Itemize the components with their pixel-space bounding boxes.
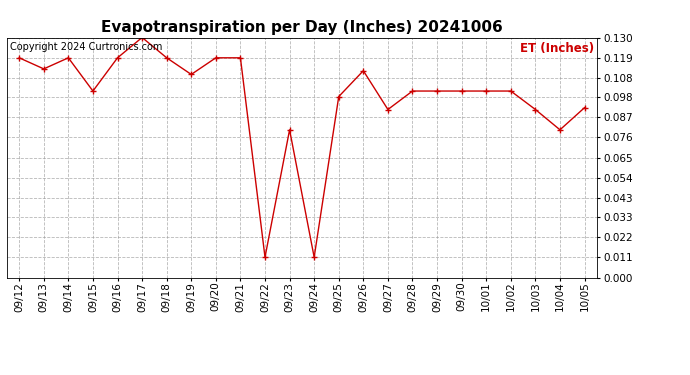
Text: ET (Inches): ET (Inches): [520, 42, 594, 55]
Text: Copyright 2024 Curtronics.com: Copyright 2024 Curtronics.com: [10, 42, 162, 52]
Title: Evapotranspiration per Day (Inches) 20241006: Evapotranspiration per Day (Inches) 2024…: [101, 20, 503, 35]
